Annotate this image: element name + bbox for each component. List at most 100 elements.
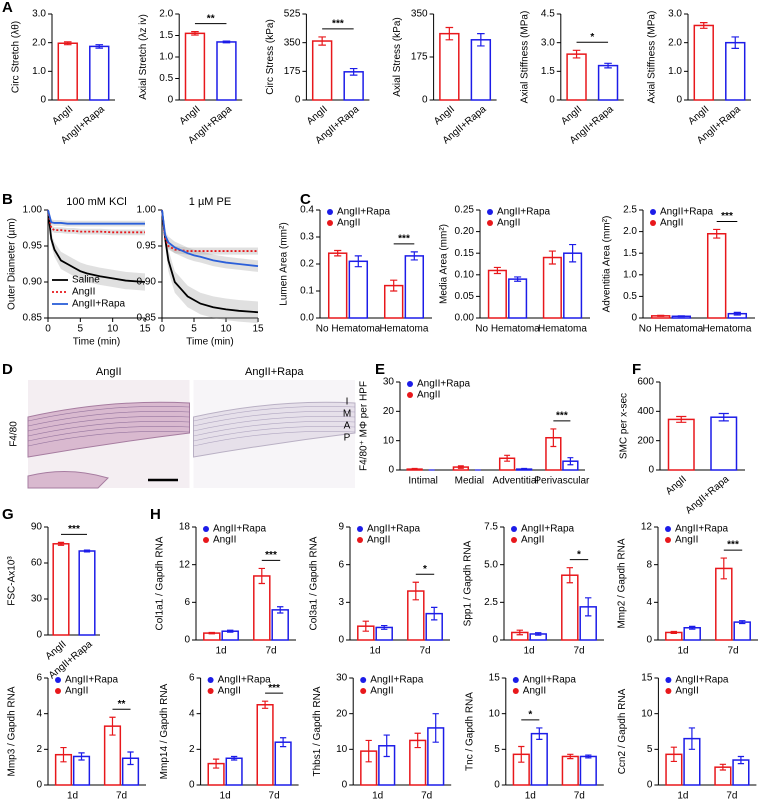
x-tick-label: Hematoma — [538, 324, 587, 335]
error-band — [48, 210, 145, 291]
error-bar — [548, 250, 556, 265]
bar — [404, 255, 425, 319]
error-bar — [739, 620, 746, 625]
x-tick-label: 1d — [677, 646, 688, 657]
error-bar — [536, 727, 543, 740]
legend-marker — [512, 688, 519, 694]
legend-label: AngII+Rapa — [523, 675, 577, 686]
y-axis-label: F4/80⁺ MΦ per HPF — [359, 381, 370, 471]
y-tick-label: 0 — [646, 635, 652, 646]
y-tick-label: 0.15 — [455, 248, 475, 259]
significance-label: *** — [265, 550, 277, 561]
error-bar — [365, 739, 372, 763]
y-tick-label: 0 — [168, 95, 174, 106]
legend-label: AngII — [72, 287, 95, 298]
legend-label: AngII+Rapa — [218, 675, 272, 686]
y-tick-label: 175 — [411, 52, 428, 63]
y-tick-label: 60 — [31, 558, 43, 569]
y-tick-label: 0 — [36, 630, 42, 641]
error-bar — [83, 549, 91, 553]
y-tick-label: 0 — [189, 780, 195, 791]
y-tick-label: 0 — [338, 635, 344, 646]
tissue-fiber — [193, 420, 356, 437]
bar — [253, 575, 271, 641]
x-axis-label: Time (min) — [186, 337, 233, 348]
legend-label: AngII — [675, 686, 698, 697]
y-axis-label: Media Area (mm²) — [439, 224, 450, 304]
y-tick-label: 20 — [383, 406, 395, 417]
error-bar — [277, 606, 284, 614]
image-title: AngII+Rapa — [245, 366, 304, 378]
legend-marker — [327, 220, 333, 226]
tissue-fiber — [27, 425, 190, 442]
error-bar — [521, 467, 528, 471]
x-tick-label: 1d — [525, 791, 536, 802]
y-axis-label: Lumen Area (mm²) — [279, 222, 290, 305]
error-bar — [411, 467, 418, 471]
bar — [327, 252, 348, 319]
y-tick-label: 0.85 — [137, 313, 157, 324]
y-tick-label: 10 — [489, 708, 501, 719]
bar — [561, 755, 579, 786]
y-tick-label: 1.5 — [623, 248, 637, 259]
y-axis-label: Axial Stiffness (MPa) — [647, 11, 658, 104]
x-tick-label: AngII — [305, 104, 330, 127]
significance-label: *** — [721, 211, 733, 222]
x-tick-label: 7d — [574, 791, 585, 802]
y-tick-label: 0.85 — [23, 313, 43, 324]
y-tick-label: 0 — [494, 780, 500, 791]
error-bar — [604, 62, 612, 69]
line — [47, 209, 146, 283]
error-bar — [566, 567, 573, 584]
error-bar — [689, 625, 696, 630]
legend-marker — [327, 209, 333, 215]
y-tick-label: 3.0 — [668, 9, 682, 20]
y-tick-label: 30 — [31, 594, 43, 605]
y-tick-label: 0 — [184, 635, 190, 646]
image-title: AngII — [96, 366, 122, 378]
error-bar — [477, 33, 485, 47]
legend-marker — [487, 220, 493, 226]
y-tick-label: 0.4 — [300, 205, 314, 216]
y-tick-label: 525 — [284, 9, 301, 20]
bar — [343, 71, 364, 101]
legend-label: AngII+Rapa — [675, 524, 729, 535]
legend-marker — [665, 526, 671, 532]
x-tick-label: AngII+Rapa — [684, 474, 732, 517]
x-tick-label: 1d — [369, 646, 380, 657]
x-tick-label: 7d — [727, 646, 738, 657]
y-tick-label: 1.00 — [137, 205, 157, 216]
bar — [225, 757, 243, 786]
significance-label: *** — [332, 19, 344, 30]
error-bar — [518, 745, 525, 763]
x-tick-label: Medial — [455, 476, 484, 487]
y-tick-label: 8 — [646, 559, 652, 570]
error-bar — [504, 454, 511, 462]
error-bar — [63, 41, 72, 46]
tissue-fiber — [27, 410, 190, 427]
y-tick-label: 4.5 — [541, 9, 555, 20]
x-tick-label: Hematoma — [380, 324, 429, 335]
x-tick-label: 7d — [573, 646, 584, 657]
tissue-fiber — [193, 430, 356, 447]
y-tick-label: 0.90 — [23, 277, 43, 288]
y-tick-label: 3.0 — [32, 9, 46, 20]
error-bar — [567, 753, 574, 760]
legend-label: AngII+Rapa — [660, 207, 714, 218]
legend-label: AngII — [367, 535, 390, 546]
legend-label: AngII — [65, 686, 88, 697]
y-axis-label: Axial Stiffness (MPa) — [519, 11, 530, 104]
y-tick-label: 2.5 — [484, 597, 498, 608]
y-tick-label: 0 — [631, 313, 637, 324]
y-tick-label: 10 — [383, 435, 395, 446]
legend-marker — [665, 537, 671, 543]
panel-label: C — [300, 191, 311, 208]
error-bar — [222, 40, 231, 44]
error-bar — [212, 758, 220, 769]
x-tick-label: 10 — [107, 324, 119, 335]
error-bar — [60, 746, 67, 763]
y-tick-label: 0 — [40, 95, 46, 106]
y-tick-label: 0.2 — [300, 259, 314, 270]
y-tick-label: 0 — [549, 95, 555, 106]
